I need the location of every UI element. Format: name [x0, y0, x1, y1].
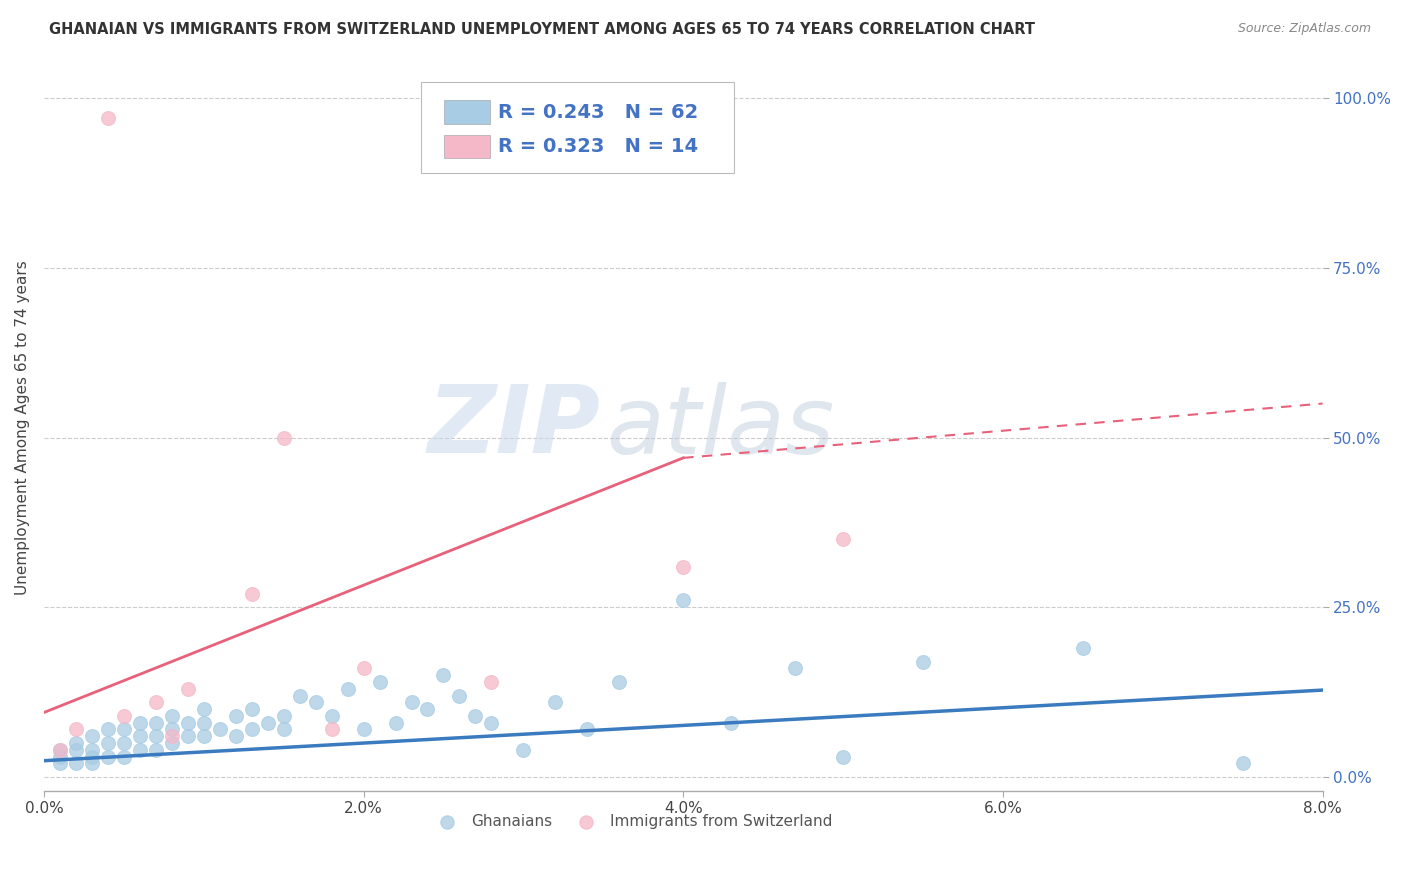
Point	[1071, 640, 1094, 655]
Point	[672, 593, 695, 607]
Point	[273, 723, 295, 737]
Point	[911, 655, 934, 669]
Point	[225, 729, 247, 743]
Point	[449, 689, 471, 703]
Legend: Ghanaians, Immigrants from Switzerland: Ghanaians, Immigrants from Switzerland	[426, 808, 839, 835]
Point	[177, 681, 200, 696]
Point	[832, 533, 855, 547]
Text: ZIP: ZIP	[427, 381, 600, 474]
Point	[160, 736, 183, 750]
Y-axis label: Unemployment Among Ages 65 to 74 years: Unemployment Among Ages 65 to 74 years	[15, 260, 30, 595]
Point	[145, 729, 167, 743]
Point	[177, 729, 200, 743]
Point	[321, 709, 343, 723]
Text: atlas: atlas	[606, 382, 835, 473]
Point	[65, 736, 87, 750]
Point	[112, 736, 135, 750]
Point	[368, 675, 391, 690]
FancyBboxPatch shape	[444, 135, 491, 158]
Point	[177, 715, 200, 730]
Point	[65, 743, 87, 757]
Text: R = 0.323   N = 14: R = 0.323 N = 14	[498, 136, 697, 156]
Point	[544, 695, 567, 709]
Point	[1232, 756, 1254, 771]
Point	[432, 668, 454, 682]
Point	[97, 736, 120, 750]
Point	[128, 715, 150, 730]
Point	[225, 709, 247, 723]
Point	[240, 702, 263, 716]
Point	[160, 729, 183, 743]
Point	[481, 675, 503, 690]
Point	[145, 695, 167, 709]
FancyBboxPatch shape	[422, 82, 734, 173]
Point	[336, 681, 359, 696]
FancyBboxPatch shape	[444, 101, 491, 124]
Point	[49, 756, 72, 771]
Point	[128, 729, 150, 743]
Point	[112, 709, 135, 723]
Point	[49, 743, 72, 757]
Point	[193, 702, 215, 716]
Point	[145, 715, 167, 730]
Point	[512, 743, 534, 757]
Point	[720, 715, 742, 730]
Point	[97, 723, 120, 737]
Point	[832, 749, 855, 764]
Point	[273, 430, 295, 444]
Point	[607, 675, 630, 690]
Point	[672, 559, 695, 574]
Point	[80, 749, 103, 764]
Text: R = 0.243   N = 62: R = 0.243 N = 62	[498, 103, 697, 121]
Point	[49, 743, 72, 757]
Point	[80, 743, 103, 757]
Point	[273, 709, 295, 723]
Point	[65, 756, 87, 771]
Point	[80, 756, 103, 771]
Point	[401, 695, 423, 709]
Point	[256, 715, 278, 730]
Point	[208, 723, 231, 737]
Point	[416, 702, 439, 716]
Point	[353, 723, 375, 737]
Point	[464, 709, 486, 723]
Point	[65, 723, 87, 737]
Point	[193, 715, 215, 730]
Text: Source: ZipAtlas.com: Source: ZipAtlas.com	[1237, 22, 1371, 36]
Point	[321, 723, 343, 737]
Point	[785, 661, 807, 675]
Text: GHANAIAN VS IMMIGRANTS FROM SWITZERLAND UNEMPLOYMENT AMONG AGES 65 TO 74 YEARS C: GHANAIAN VS IMMIGRANTS FROM SWITZERLAND …	[49, 22, 1035, 37]
Point	[49, 749, 72, 764]
Point	[97, 749, 120, 764]
Point	[240, 587, 263, 601]
Point	[145, 743, 167, 757]
Point	[353, 661, 375, 675]
Point	[80, 729, 103, 743]
Point	[97, 112, 120, 126]
Point	[128, 743, 150, 757]
Point	[288, 689, 311, 703]
Point	[576, 723, 599, 737]
Point	[240, 723, 263, 737]
Point	[112, 723, 135, 737]
Point	[112, 749, 135, 764]
Point	[193, 729, 215, 743]
Point	[160, 723, 183, 737]
Point	[481, 715, 503, 730]
Point	[384, 715, 406, 730]
Point	[304, 695, 326, 709]
Point	[160, 709, 183, 723]
